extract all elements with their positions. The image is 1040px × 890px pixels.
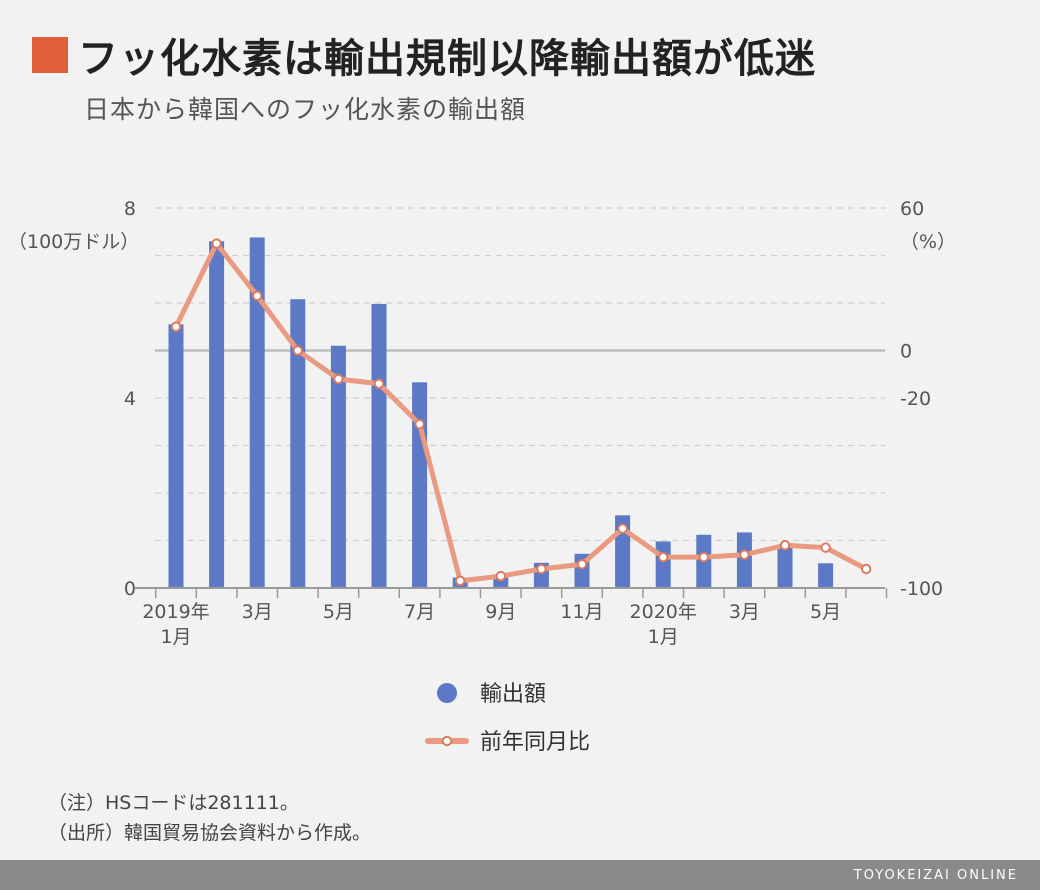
title-group: フッ化水素は輸出規制以降輸出額が低迷 — [32, 26, 816, 84]
yoy-point-0 — [170, 321, 182, 332]
bar-4 — [330, 345, 346, 588]
bar-14 — [736, 532, 752, 588]
chart-subtitle: 日本から韓国へのフッ化水素の輸出額 — [84, 95, 527, 124]
x-tick-label: 7月 — [404, 601, 435, 623]
bar-5 — [371, 303, 387, 588]
chart-area: 0 4 8 （100万ドル） 60 0 -20 -100 （%） 2019年 1月 3月 5月 7月 9月 1… — [8, 198, 956, 755]
bar-0 — [168, 324, 184, 588]
bar-6 — [412, 382, 428, 588]
yoy-point-10 — [576, 559, 588, 570]
yoy-point-7 — [455, 575, 466, 587]
yoy-point-12 — [658, 551, 669, 563]
chart-title: フッ化水素は輸出規制以降輸出額が低迷 — [78, 36, 816, 82]
left-tick-label: 0 — [124, 578, 136, 600]
bar-2 — [249, 237, 265, 588]
right-tick-label: 0 — [900, 341, 912, 363]
left-axis-unit: （100万ドル） — [8, 231, 139, 253]
yoy-point-2 — [252, 290, 263, 302]
note-source: （出所）韓国貿易協会資料から作成。 — [48, 822, 372, 844]
right-tick-label: -20 — [900, 388, 931, 410]
yoy-point-15 — [779, 540, 791, 551]
legend-bar-swatch — [437, 683, 457, 703]
left-tick-label: 8 — [124, 198, 136, 220]
yoy-point-1 — [211, 238, 222, 249]
title-marker — [32, 37, 68, 73]
legend-bar-label: 輸出額 — [480, 682, 546, 707]
bar-3 — [290, 299, 306, 588]
yoy-point-6 — [414, 418, 425, 430]
bar-8 — [493, 577, 509, 588]
x-tick-label: 2019年 — [142, 601, 209, 623]
left-tick-label: 4 — [124, 388, 136, 410]
yoy-line — [173, 241, 869, 584]
x-tick-label-line2: 1月 — [160, 626, 191, 648]
x-tick-label: 5月 — [810, 601, 841, 623]
x-tick-label: 9月 — [485, 601, 516, 623]
x-tick-label-line2: 1月 — [648, 626, 679, 648]
right-tick-label: 60 — [900, 198, 924, 220]
bar-15 — [777, 547, 793, 588]
right-tick-label: -100 — [900, 578, 943, 600]
legend-line-label: 前年同月比 — [480, 730, 590, 755]
yoy-point-17 — [861, 563, 872, 575]
yoy-point-9 — [536, 563, 547, 575]
x-tick-label: 5月 — [323, 601, 354, 623]
note-hs-code: （注）HSコードは281111。 — [48, 792, 299, 814]
yoy-point-3 — [292, 345, 303, 356]
yoy-point-13 — [698, 551, 709, 563]
x-tick-label: 11月 — [560, 601, 603, 623]
yoy-point-16 — [820, 542, 831, 553]
x-tick-label: 3月 — [242, 601, 273, 623]
yoy-point-4 — [333, 373, 344, 385]
yoy-point-8 — [495, 570, 506, 582]
footer-bar: TOYOKEIZAI ONLINE — [0, 860, 1040, 890]
bar-12 — [655, 541, 671, 588]
yoy-point-14 — [739, 549, 750, 560]
x-tick-label: 2020年 — [630, 601, 697, 623]
yoy-point-5 — [373, 378, 385, 389]
bar-1 — [209, 241, 225, 588]
footer-brand: TOYOKEIZAI ONLINE — [853, 867, 1018, 883]
x-tick-label: 3月 — [729, 601, 760, 623]
right-axis-unit: （%） — [900, 231, 956, 253]
yoy-point-11 — [617, 523, 628, 534]
bar-16 — [818, 563, 834, 588]
legend-line-marker — [441, 735, 453, 747]
